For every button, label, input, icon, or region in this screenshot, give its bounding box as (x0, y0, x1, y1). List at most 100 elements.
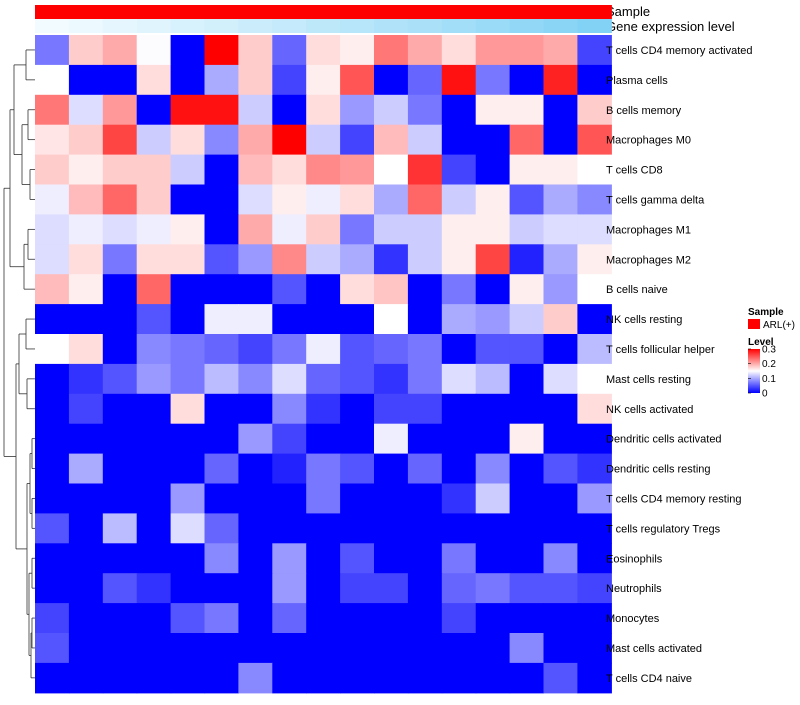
heatmap-cell (509, 573, 545, 604)
heatmap-cell (543, 304, 578, 335)
legend-tick-label: 0.2 (762, 359, 776, 370)
row-label: Mast cells activated (606, 643, 702, 655)
heatmap-cell (577, 573, 612, 604)
heatmap-cell (306, 363, 341, 395)
row-label: Macrophages M2 (606, 254, 691, 266)
heatmap-cell (102, 184, 138, 215)
heatmap-cell (136, 573, 172, 604)
heatmap-cell (272, 513, 307, 544)
heatmap-cell (509, 304, 545, 335)
heatmap-cell (238, 543, 273, 574)
heatmap-cell (543, 543, 578, 574)
heatmap-cell (577, 124, 612, 156)
heatmap-cell (306, 64, 341, 96)
heatmap-cell (136, 453, 172, 485)
heatmap-cell (204, 363, 239, 395)
heatmap-cell (35, 423, 70, 455)
heatmap-cell (306, 94, 341, 126)
heatmap-cell (68, 513, 104, 544)
heatmap-cell (35, 124, 70, 156)
heatmap-cell (475, 94, 511, 126)
heatmap-cell (577, 154, 612, 186)
sample-annotation-cell (68, 5, 104, 19)
heatmap-cell (374, 154, 409, 186)
heatmap-cell (407, 573, 443, 604)
heatmap-cell (543, 483, 578, 514)
gene-expression-annotation-cell (238, 19, 273, 33)
heatmap-cell (340, 244, 375, 275)
heatmap-cell (35, 94, 70, 126)
heatmap-cell (136, 94, 172, 126)
row-label: Mast cells resting (606, 374, 691, 386)
heatmap-cell (102, 334, 138, 365)
heatmap-cell (170, 274, 206, 305)
heatmap-cell (340, 304, 375, 335)
heatmap-cell (577, 633, 612, 664)
heatmap-cell (306, 603, 341, 634)
heatmap-cell (441, 244, 477, 275)
heatmap-cell (102, 662, 138, 694)
heatmap-cell (374, 244, 409, 275)
heatmap-cell (136, 35, 172, 66)
heatmap-cell (35, 573, 70, 604)
heatmap-cell (272, 453, 307, 485)
heatmap-cell (204, 423, 239, 455)
heatmap-cell (306, 662, 341, 694)
heatmap-cell (68, 94, 104, 126)
heatmap-cell (509, 334, 545, 365)
gene-expression-annotation-cell (509, 19, 545, 33)
heatmap-cell (35, 393, 70, 425)
heatmap-cell (68, 423, 104, 455)
heatmap-cell (204, 274, 239, 305)
legend-sample-entry: ARL(+) (763, 320, 795, 331)
heatmap-cell (475, 633, 511, 664)
heatmap-cell (170, 214, 206, 245)
heatmap-cell (509, 124, 545, 156)
heatmap-cell (204, 124, 239, 156)
heatmap-cell (509, 423, 545, 455)
heatmap-cell (238, 154, 273, 186)
sample-annotation-cell (170, 5, 206, 19)
heatmap-cell (204, 154, 239, 186)
heatmap-cell (441, 603, 477, 634)
sample-annotation-cell (272, 5, 307, 19)
gene-expression-annotation-cell (340, 19, 375, 33)
sample-annotation-cell (374, 5, 409, 19)
heatmap-cell (272, 124, 307, 156)
heatmap-cell (170, 453, 206, 485)
heatmap-cell (475, 154, 511, 186)
heatmap-cell (441, 35, 477, 66)
heatmap-cell (374, 662, 409, 694)
sample-annotation-label: Sample (606, 4, 650, 19)
heatmap-cell (374, 513, 409, 544)
legend-tick-label: 0 (762, 389, 768, 400)
legend-tick-label: 0.1 (762, 374, 776, 385)
heatmap-cell (306, 274, 341, 305)
heatmap-cell (68, 274, 104, 305)
heatmap-cell (238, 453, 273, 485)
gene-expression-annotation-label: Gene expression level (606, 19, 735, 34)
heatmap-cell (475, 393, 511, 425)
heatmap-cells (35, 35, 612, 694)
heatmap-cell (170, 334, 206, 365)
heatmap-cell (136, 393, 172, 425)
gene-expression-annotation-cell (374, 19, 409, 33)
heatmap-cell (204, 94, 239, 126)
heatmap-cell (407, 363, 443, 395)
heatmap-cell (170, 633, 206, 664)
heatmap-cell (35, 64, 70, 96)
heatmap-cell (306, 214, 341, 245)
heatmap-cell (475, 304, 511, 335)
heatmap-cell (374, 94, 409, 126)
heatmap-cell (170, 573, 206, 604)
heatmap-cell (136, 64, 172, 96)
heatmap-cell (509, 363, 545, 395)
heatmap-cell (68, 244, 104, 275)
heatmap-cell (340, 274, 375, 305)
heatmap-cell (543, 214, 578, 245)
heatmap-cell (374, 64, 409, 96)
heatmap-cell (35, 453, 70, 485)
heatmap-cell (170, 154, 206, 186)
heatmap-cell (543, 662, 578, 694)
heatmap-cell (170, 662, 206, 694)
